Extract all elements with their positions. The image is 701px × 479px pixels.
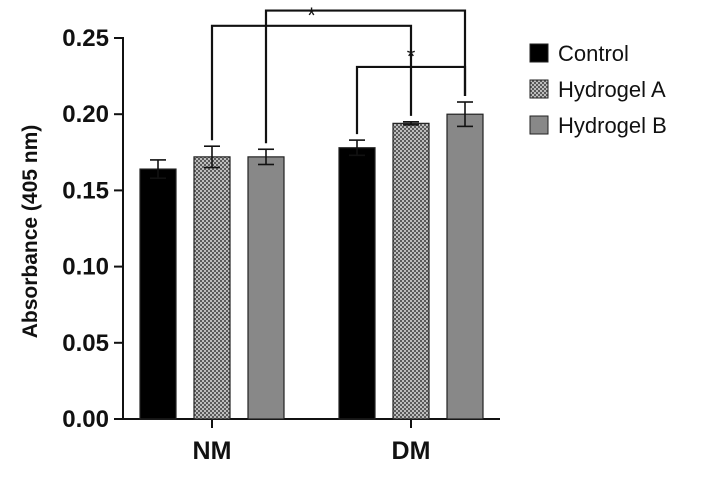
y-tick-label: 0.20	[62, 101, 109, 128]
bar	[193, 156, 231, 420]
bar	[247, 156, 285, 420]
significance-star: *	[407, 44, 416, 69]
legend-swatch	[529, 115, 549, 135]
y-tick-label: 0.00	[62, 406, 109, 433]
bar	[392, 122, 430, 420]
y-tick-label: 0.10	[62, 254, 109, 281]
legend-label: Hydrogel B	[558, 113, 667, 138]
significance-star: *	[361, 0, 370, 13]
legend-swatch	[529, 79, 549, 99]
x-category-label: DM	[392, 437, 431, 465]
y-tick-label: 0.25	[62, 25, 109, 52]
significance-star: *	[307, 3, 316, 28]
bar	[338, 147, 376, 420]
bars	[139, 101, 484, 420]
significance-annotations: * * *	[210, 0, 467, 144]
y-axis-title: Absorbance (405 nm)	[19, 125, 42, 339]
legend-label: Hydrogel A	[558, 77, 666, 102]
y-tick-label: 0.15	[62, 177, 109, 204]
legend-swatch	[529, 43, 549, 63]
significance-bracket	[210, 24, 413, 141]
bar	[446, 113, 484, 420]
y-tick-label: 0.05	[62, 330, 109, 357]
legend-label: Control	[558, 41, 629, 66]
x-category-label: NM	[193, 437, 232, 465]
significance-bracket	[355, 65, 467, 135]
legend: Control Hydrogel A Hydrogel B	[529, 41, 667, 138]
bar	[139, 168, 177, 420]
axes: 0.00 0.05 0.10 0.15 0.20 0.25 Absorbance (405 …	[19, 25, 500, 465]
significance-bracket	[264, 9, 467, 144]
